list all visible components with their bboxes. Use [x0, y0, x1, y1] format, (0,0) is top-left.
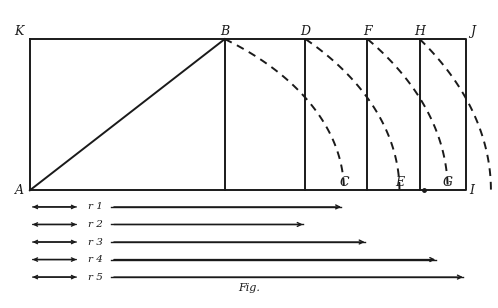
Text: D: D: [300, 25, 310, 38]
Text: r 1: r 1: [88, 202, 103, 211]
Text: J: J: [470, 25, 475, 38]
Text: r 3: r 3: [88, 237, 103, 246]
Text: K: K: [14, 25, 24, 38]
Text: Fig.: Fig.: [238, 283, 260, 293]
Text: I: I: [470, 184, 475, 197]
Text: C: C: [339, 176, 349, 189]
Text: G: G: [443, 176, 453, 189]
Text: r 5: r 5: [88, 273, 103, 282]
Text: H: H: [414, 25, 425, 38]
Text: F: F: [363, 25, 372, 38]
Text: E: E: [395, 176, 404, 189]
Text: B: B: [220, 25, 229, 38]
Text: r 2: r 2: [88, 220, 103, 229]
Text: r 4: r 4: [88, 255, 103, 264]
Text: A: A: [15, 184, 24, 197]
